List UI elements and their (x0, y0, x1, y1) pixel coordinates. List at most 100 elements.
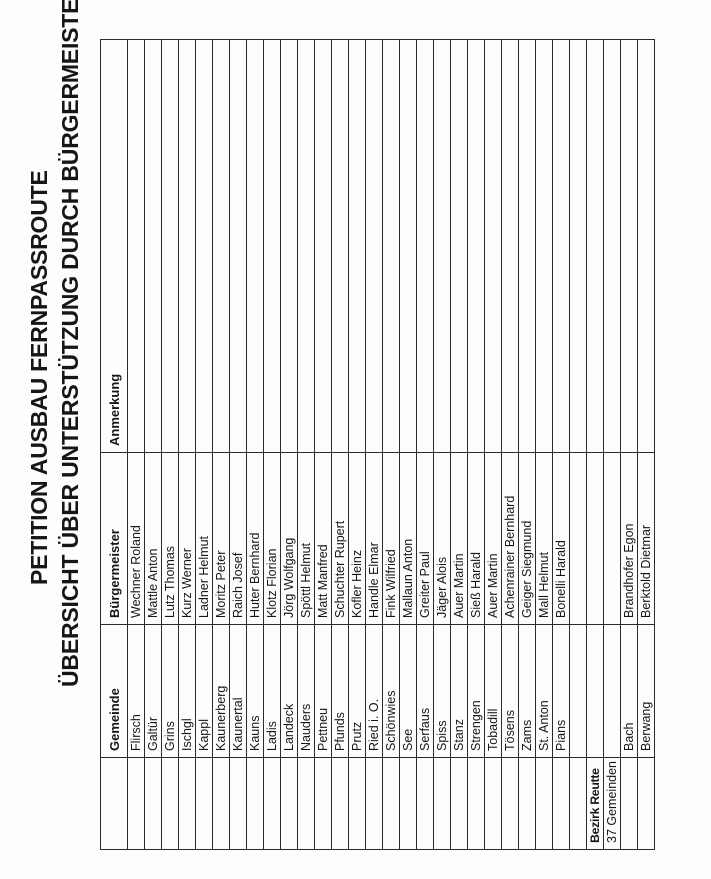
table-header-row: Gemeinde Bürgermeister Anmerkung (100, 39, 128, 850)
table-row: Bezirk Reutte (586, 39, 604, 850)
cell-buergermeister: Schuchter Rupert (331, 452, 349, 625)
cell-district (484, 757, 502, 850)
cell-buergermeister: Wechner Roland (127, 452, 145, 625)
cell-buergermeister: Moritz Peter (212, 452, 230, 625)
cell-buergermeister: Jörg Wolfgang (280, 452, 298, 625)
cell-gemeinde: Tösens (501, 624, 519, 758)
table-row: Ischgl Kurz Werner (178, 39, 196, 850)
table-row: Serfaus Greiter Paul (416, 39, 434, 850)
cell-gemeinde: Prutz (348, 624, 366, 758)
cell-anmerkung (127, 39, 145, 453)
cell-gemeinde: Spiss (433, 624, 451, 758)
cell-buergermeister: Auer Martin (450, 452, 468, 625)
petition-support-table: Gemeinde Bürgermeister Anmerkung Flirsch We… (100, 39, 655, 850)
cell-district (552, 757, 570, 850)
cell-gemeinde: Kaunertal (229, 624, 247, 758)
column-header-buergermeister: Bürgermeister (100, 452, 128, 625)
cell-buergermeister (586, 452, 604, 625)
cell-gemeinde: Kappl (195, 624, 213, 758)
cell-anmerkung (280, 39, 298, 453)
cell-anmerkung (246, 39, 264, 453)
table-row: Pettneu Matt Manfred (314, 39, 332, 850)
cell-gemeinde: Kauns (246, 624, 264, 758)
cell-gemeinde: Bach (620, 624, 638, 758)
cell-gemeinde: Flirsch (127, 624, 145, 758)
cell-anmerkung (212, 39, 230, 453)
table-row: Spiss Jäger Alois (433, 39, 451, 850)
cell-anmerkung (552, 39, 570, 453)
table-row: Stanz Auer Martin (450, 39, 468, 850)
cell-buergermeister: Geiger Siegmund (518, 452, 536, 625)
table-row: Galtür Mattle Anton (144, 39, 162, 850)
cell-district (263, 757, 281, 850)
cell-anmerkung (229, 39, 247, 453)
cell-district (501, 757, 519, 850)
cell-gemeinde: Pettneu (314, 624, 332, 758)
cell-gemeinde: Strengen (467, 624, 485, 758)
cell-gemeinde: Tobadill (484, 624, 502, 758)
cell-district (280, 757, 298, 850)
table-row: Strengen Sieß Harald (467, 39, 485, 850)
cell-district (433, 757, 451, 850)
column-header-gemeinde: Gemeinde (100, 624, 128, 758)
cell-district (399, 757, 417, 850)
table-row: Bach Brandhofer Egon (620, 39, 638, 850)
cell-district (178, 757, 196, 850)
table-row: Tösens Achenrainer Bernhard (501, 39, 519, 850)
cell-anmerkung (178, 39, 196, 453)
cell-anmerkung (569, 39, 587, 453)
column-header-anmerkung: Anmerkung (100, 39, 128, 453)
cell-buergermeister: Ladner Helmut (195, 452, 213, 625)
table-row: Ladis Klotz Florian (263, 39, 281, 850)
cell-gemeinde: Pians (552, 624, 570, 758)
table-row: Schönwies Fink Wilfried (382, 39, 400, 850)
cell-buergermeister: Jäger Alois (433, 452, 451, 625)
cell-district (144, 757, 162, 850)
cell-gemeinde: Ischgl (178, 624, 196, 758)
table-row: Nauders Spöttl Helmut (297, 39, 315, 850)
document-title-line2: ÜBERSICHT ÜBER UNTERSTÜTZUNG DURCH BÜRGE… (57, 0, 83, 687)
cell-gemeinde (586, 624, 604, 758)
cell-anmerkung (603, 39, 621, 453)
cell-buergermeister: Huter Bernhard (246, 452, 264, 625)
cell-buergermeister: Raich Josef (229, 452, 247, 625)
table-row: Zams Geiger Siegmund (518, 39, 536, 850)
cell-district (348, 757, 366, 850)
cell-anmerkung (314, 39, 332, 453)
table-row: Pians Bonelli Harald (552, 39, 570, 850)
cell-anmerkung (450, 39, 468, 453)
cell-gemeinde: Serfaus (416, 624, 434, 758)
cell-district (382, 757, 400, 850)
cell-gemeinde: Nauders (297, 624, 315, 758)
cell-gemeinde: Ried i. O. (365, 624, 383, 758)
table-row: Flirsch Wechner Roland (127, 39, 145, 850)
cell-anmerkung (535, 39, 553, 453)
cell-anmerkung (399, 39, 417, 453)
cell-anmerkung (620, 39, 638, 453)
table-row: See Mallaun Anton (399, 39, 417, 850)
table-row: Prutz Kofler Heinz (348, 39, 366, 850)
cell-anmerkung (144, 39, 162, 453)
cell-anmerkung (195, 39, 213, 453)
cell-anmerkung (263, 39, 281, 453)
cell-anmerkung (365, 39, 383, 453)
cell-buergermeister: Handle Elmar (365, 452, 383, 625)
cell-buergermeister: Kurz Werner (178, 452, 196, 625)
cell-buergermeister: Bonelli Harald (552, 452, 570, 625)
cell-gemeinde (569, 624, 587, 758)
cell-anmerkung (297, 39, 315, 453)
cell-district (467, 757, 485, 850)
cell-gemeinde: Ladis (263, 624, 281, 758)
column-header-district (100, 757, 128, 850)
table-row: Tobadill Auer Martin (484, 39, 502, 850)
cell-buergermeister: Auer Martin (484, 452, 502, 625)
cell-buergermeister: Klotz Florian (263, 452, 281, 625)
cell-buergermeister: Greiter Paul (416, 452, 434, 625)
cell-district (127, 757, 145, 850)
cell-gemeinde: Kaunerberg (212, 624, 230, 758)
table-row: Pfunds Schuchter Rupert (331, 39, 349, 850)
table-row: Kaunertal Raich Josef (229, 39, 247, 850)
cell-district (637, 757, 655, 850)
cell-anmerkung (501, 39, 519, 453)
